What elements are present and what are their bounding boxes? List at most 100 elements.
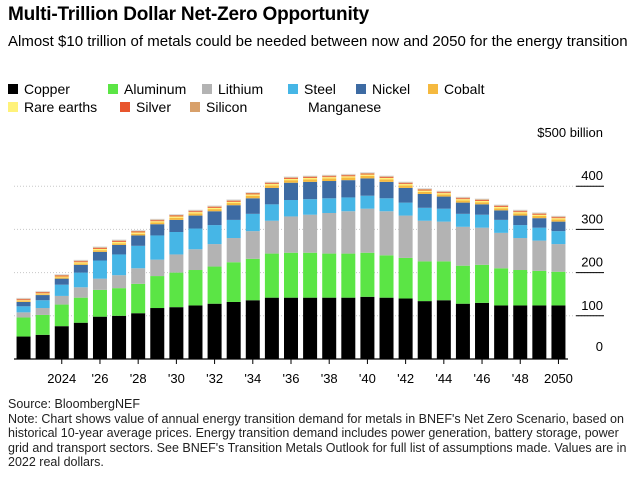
x-tick-label: '40 — [359, 371, 376, 386]
bar-segment-copper — [112, 315, 127, 359]
bar-segment-rare-earths — [284, 178, 298, 181]
bar-segment-rare-earths — [245, 194, 260, 196]
bar-segment-rare-earths — [35, 293, 50, 295]
bar-segment-cobalt — [16, 301, 31, 302]
bar-segment-aluminum — [169, 272, 184, 308]
bar-segment-rare-earths — [513, 212, 528, 214]
bar-segment-aluminum — [54, 304, 69, 327]
bar-segment-cobalt — [360, 175, 375, 179]
bar-segment-lithium — [551, 244, 566, 272]
bar-segment-lithium — [16, 312, 31, 318]
bar-segment-rare-earths — [455, 199, 470, 201]
bar-segment-silver — [551, 217, 566, 219]
bar-segment-aluminum — [16, 317, 31, 337]
legend-row: Rare earths Silver Silicon Manganese — [8, 98, 628, 116]
bar-segment-steel — [322, 198, 337, 213]
x-tick-label: '38 — [321, 371, 338, 386]
bar-segment-cobalt — [245, 195, 260, 199]
bar-segment-lithium — [379, 211, 394, 256]
bar-segment-nickel — [150, 224, 165, 236]
legend-item-aluminum: Aluminum — [108, 80, 202, 98]
bar-segment-lithium — [207, 244, 222, 267]
bar-segment-copper — [494, 305, 509, 359]
legend-item-lithium: Lithium — [202, 80, 288, 98]
bar-segment-cobalt — [92, 250, 107, 252]
bar-segment-rare-earths — [169, 216, 184, 218]
bar-segment-silver — [513, 211, 528, 213]
bar-segment-steel — [475, 214, 490, 228]
bar-segment-rare-earths — [322, 177, 337, 179]
bar-segment-nickel — [494, 210, 509, 220]
bar-segment-silver — [92, 247, 107, 249]
bar-segment-steel — [226, 219, 241, 239]
bar-segment-nickel — [284, 182, 298, 201]
x-tick-label: '46 — [474, 371, 491, 386]
bar-segment-nickel — [226, 205, 241, 220]
bar-segment-silicon — [264, 182, 279, 184]
bar-segment-lithium — [35, 308, 50, 315]
bar-segment-lithium — [92, 278, 107, 290]
bar-segment-silver — [226, 200, 241, 202]
bar-segment-nickel — [169, 219, 184, 232]
bar-segment-copper — [92, 316, 107, 359]
legend-swatch — [8, 84, 18, 94]
legend-swatch — [288, 84, 298, 94]
bar-segment-silver — [16, 299, 31, 301]
legend-swatch — [356, 84, 366, 94]
bar-segment-silicon — [112, 240, 127, 242]
bar-segment-rare-earths — [494, 206, 509, 209]
bar-segment-rare-earths — [73, 262, 88, 264]
bar-segment-copper — [73, 322, 88, 359]
bar-segment-silicon — [303, 176, 318, 178]
bar-segment-steel — [551, 231, 566, 245]
bar-segment-aluminum — [494, 268, 509, 306]
legend-swatch — [202, 84, 212, 94]
bar-segment-steel — [532, 227, 547, 241]
bar-segment-cobalt — [322, 178, 337, 182]
bar-segment-silver — [207, 206, 222, 208]
bar-segment-silver — [245, 193, 260, 195]
bar-segment-silver — [112, 241, 127, 242]
bar-segment-cobalt — [532, 216, 547, 219]
bar-segment-silicon — [284, 177, 298, 178]
x-tick-label: '48 — [512, 371, 529, 386]
bar-segment-rare-earths — [303, 177, 318, 180]
chart-subtitle: Almost $10 trillion of metals could be n… — [8, 33, 628, 50]
bar-segment-nickel — [417, 193, 432, 208]
bar-segment-nickel — [112, 244, 127, 255]
legend-label: Rare earths — [24, 99, 98, 115]
bar-segment-silicon — [341, 174, 356, 176]
bar-segment-silver — [494, 206, 509, 207]
bar-segment-silicon — [188, 210, 203, 212]
legend-item-silicon: Silicon — [190, 98, 292, 116]
bar-segment-lithium — [475, 227, 490, 265]
bar-segment-lithium — [54, 295, 69, 305]
bar-segment-rare-earths — [341, 176, 356, 178]
bar-segment-aluminum — [360, 252, 375, 297]
bar-segment-lithium — [284, 216, 298, 253]
legend-swatch — [190, 102, 200, 112]
bar-segment-lithium — [188, 249, 203, 271]
x-tick-label: 2024 — [47, 371, 76, 386]
bar-segment-lithium — [455, 226, 470, 266]
bar-segment-steel — [131, 245, 146, 269]
y-tick-label: 200 — [581, 255, 603, 270]
bar-segment-copper — [379, 297, 394, 359]
bar-segment-lithium — [417, 220, 432, 262]
legend-swatch — [8, 102, 18, 112]
bar-segment-silicon — [169, 214, 184, 216]
bar-segment-aluminum — [245, 258, 260, 301]
bar-segment-steel — [513, 225, 528, 239]
bar-segment-silicon — [360, 172, 375, 174]
bar-segment-silver — [284, 177, 298, 179]
bar-segment-aluminum — [264, 253, 279, 298]
bar-segment-rare-earths — [112, 241, 127, 244]
bar-segment-silver — [532, 213, 547, 215]
bar-segment-rare-earths — [360, 174, 375, 176]
bar-segment-lithium — [341, 211, 356, 254]
bar-segment-steel — [455, 213, 470, 227]
bar-segment-rare-earths — [226, 201, 241, 204]
bar-segment-steel — [150, 235, 165, 260]
bar-segment-cobalt — [73, 263, 88, 265]
bar-segment-steel — [92, 260, 107, 279]
